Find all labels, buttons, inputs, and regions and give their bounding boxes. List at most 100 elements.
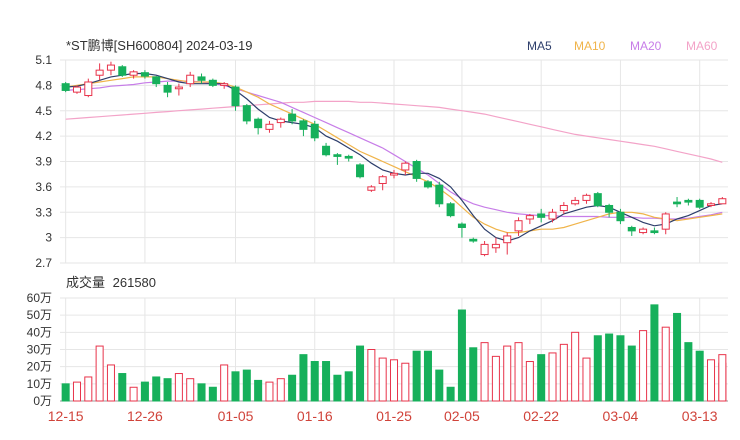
candle-body: [163, 84, 172, 93]
price-tick-label: 2.7: [35, 256, 52, 270]
volume-bar: [559, 343, 568, 402]
candle: [457, 222, 466, 238]
volume-bar: [140, 381, 149, 402]
volume-bar: [707, 359, 716, 402]
volume-bar: [254, 379, 263, 402]
candle: [231, 85, 240, 111]
candle-body: [95, 69, 104, 76]
ma10-line: [65, 76, 723, 234]
volume-bar: [593, 335, 602, 402]
date-tick-label: 02-22: [523, 408, 559, 424]
candle: [118, 65, 127, 77]
date-tick-label: 02-05: [444, 408, 480, 424]
volume-bar: [639, 330, 648, 402]
candle-body: [152, 76, 161, 85]
volume-bar: [322, 361, 331, 402]
volume-tick-label: 20万: [27, 360, 52, 374]
candle: [129, 70, 138, 79]
price-tick-label: 3.3: [35, 205, 52, 219]
candle: [423, 180, 432, 189]
volume-bar: [310, 361, 319, 402]
candle-body: [197, 76, 206, 81]
volume-bar: [627, 345, 636, 402]
volume-bar: [72, 381, 81, 402]
legend-ma10: MA10: [574, 39, 606, 53]
price-tick-label: 3.6: [35, 180, 52, 194]
candle: [299, 119, 308, 137]
volume-bar: [344, 371, 353, 402]
volume-bar: [356, 345, 365, 402]
candle: [593, 191, 602, 208]
candle: [333, 153, 342, 165]
volume-bar: [457, 309, 466, 402]
volume-bar: [288, 374, 297, 402]
candle: [288, 109, 297, 125]
candle-body: [310, 123, 319, 139]
candle: [559, 202, 568, 214]
candle-body: [106, 64, 115, 71]
candle-body: [582, 194, 591, 201]
volume-bar: [378, 357, 387, 402]
candle-body: [548, 211, 557, 220]
candle-body: [140, 72, 149, 77]
candle: [322, 142, 331, 157]
candle-body: [186, 74, 195, 85]
volume-bar: [163, 378, 172, 402]
candle: [186, 71, 195, 88]
chart-title: *ST鹏博[SH600804] 2024-03-19: [66, 38, 252, 53]
candle-body: [344, 155, 353, 159]
date-tick-label: 01-16: [297, 408, 333, 424]
volume-bar: [503, 345, 512, 402]
price-tick-label: 4.2: [35, 129, 52, 143]
candle: [197, 73, 206, 84]
candle: [401, 161, 410, 176]
candle: [242, 103, 251, 125]
candle-body: [423, 181, 432, 188]
volume-bar: [106, 364, 115, 402]
price-axis: 5.1 4.8 4.5 4.2 3.9 3.6 3.3 3 2.7: [35, 53, 52, 270]
candle: [412, 159, 421, 182]
candle-body: [367, 186, 376, 191]
candle: [525, 213, 534, 225]
candle: [435, 181, 444, 208]
candle-body: [231, 86, 240, 107]
date-tick-label: 12-26: [127, 408, 163, 424]
candle-body: [412, 161, 421, 179]
volume-tick-label: 0万: [33, 394, 52, 408]
candle-body: [627, 226, 636, 232]
candle: [616, 208, 625, 225]
volume-bar: [695, 350, 704, 402]
candle-body: [220, 83, 229, 86]
candle: [537, 208, 546, 223]
price-tick-label: 3: [45, 231, 52, 245]
candle: [356, 163, 365, 179]
candle-body: [208, 79, 217, 86]
volume-bar: [650, 304, 659, 402]
volume-bar: [401, 362, 410, 402]
volume-bar: [129, 386, 138, 402]
candle: [367, 185, 376, 192]
volume-bar: [435, 369, 444, 402]
candle-body: [356, 164, 365, 178]
candle: [378, 175, 387, 191]
candle-body: [378, 176, 387, 184]
candle-body: [242, 105, 251, 122]
candle: [491, 237, 500, 253]
price-grid: [60, 59, 728, 264]
candle-body: [571, 199, 580, 205]
candle-body: [469, 238, 478, 242]
legend-ma5: MA5: [527, 39, 552, 53]
date-axis: 12-15 12-26 01-05 01-16 01-25 02-05 02-22 03-04…: [48, 408, 718, 424]
candle-body: [616, 211, 625, 222]
volume-bar: [231, 371, 240, 402]
candle: [106, 61, 115, 76]
candle-body: [718, 198, 727, 205]
volume-bar: [446, 386, 455, 402]
candle: [61, 81, 70, 93]
candle-body: [254, 118, 263, 129]
candle: [152, 76, 161, 88]
candle: [514, 217, 523, 236]
legend-ma60: MA60: [686, 39, 718, 53]
candle-body: [389, 172, 399, 176]
